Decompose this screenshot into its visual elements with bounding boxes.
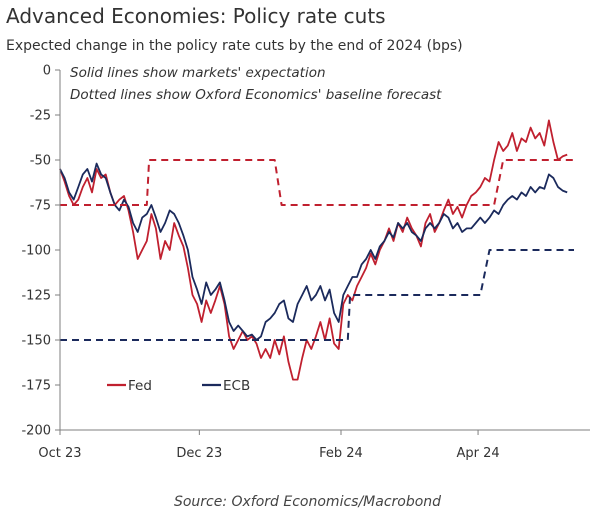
- axis-layer: 0 -25 -50 -75 -100 -125 -150 -175 -200 Oct 23 Dec …: [21, 64, 590, 461]
- y-tick-label: -125: [21, 289, 51, 304]
- chart-source: Source: Oxford Economics/Macrobond: [173, 494, 442, 510]
- chart-title: Advanced Economies: Policy rate cuts: [6, 4, 386, 28]
- series-line-fed-forecast: [60, 159, 574, 206]
- y-tick-label: -75: [30, 199, 51, 214]
- legend-fed-label: Fed: [128, 378, 152, 394]
- series-layer: [59, 119, 574, 381]
- y-tick-label: -175: [21, 379, 51, 394]
- legend-ecb-label: ECB: [223, 378, 250, 394]
- annotation-solid: Solid lines show markets' expectation: [70, 65, 326, 81]
- x-tick-label: Dec 23: [176, 446, 222, 461]
- series-line-fed: [59, 119, 568, 381]
- annotation-dotted: Dotted lines show Oxford Economics' base…: [70, 87, 442, 103]
- x-tick-label: Feb 24: [319, 446, 363, 461]
- y-tick-label: -100: [21, 244, 51, 259]
- y-tick-label: -25: [30, 109, 51, 124]
- y-tick-label: -200: [21, 424, 51, 439]
- y-tick-label: 0: [43, 64, 51, 79]
- x-tick-label: Oct 23: [38, 446, 81, 461]
- x-tick-label: Apr 24: [456, 446, 499, 461]
- series-line-ecb-forecast: [60, 249, 574, 341]
- y-tick-label: -150: [21, 334, 51, 349]
- chart-subtitle: Expected change in the policy rate cuts …: [6, 38, 463, 54]
- y-tick-label: -50: [30, 154, 51, 169]
- legend: Fed ECB: [107, 378, 250, 394]
- series-line-ecb: [59, 162, 568, 341]
